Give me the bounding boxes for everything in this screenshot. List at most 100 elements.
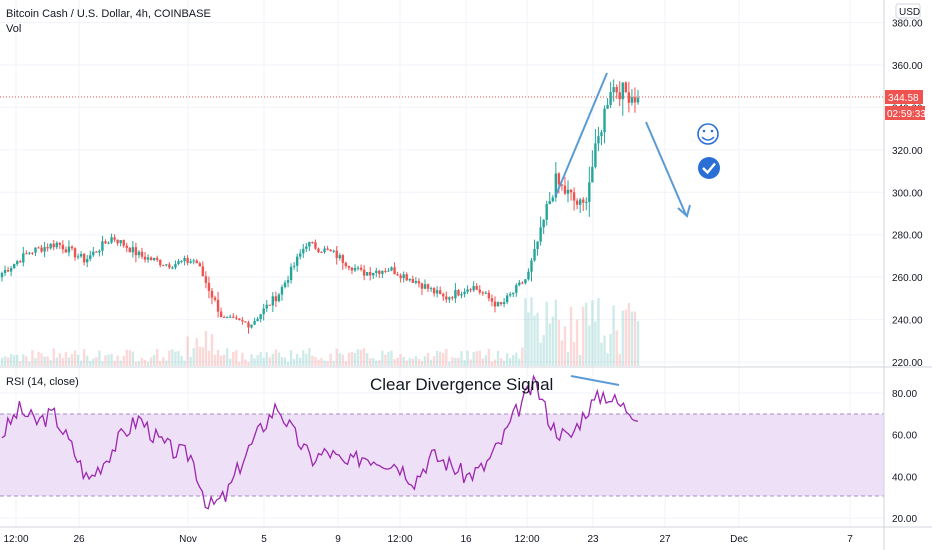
volume-label: Vol (6, 23, 21, 35)
volume-bar (192, 348, 195, 366)
volume-bar (423, 356, 427, 366)
volume-bar (411, 358, 415, 366)
candle-body (323, 248, 326, 253)
candle-body (55, 242, 58, 248)
rsi-band (0, 414, 884, 496)
candle-body (125, 245, 128, 248)
candle-body (104, 241, 107, 244)
volume-bar (539, 342, 542, 366)
candle-body (384, 270, 387, 272)
candle-body (621, 82, 624, 100)
volume-bar (262, 357, 265, 366)
candle-body (393, 267, 396, 275)
volume-bar (399, 354, 402, 366)
volume-bar (335, 348, 338, 366)
volume-bar (119, 360, 122, 366)
volume-bar (496, 350, 500, 366)
time-tick-label: 26 (73, 534, 85, 545)
candle-body (31, 252, 34, 254)
candle-body (207, 282, 211, 291)
candle-body (122, 240, 125, 246)
volume-bar (268, 357, 271, 366)
volume-bar (396, 357, 399, 366)
candle-body (219, 311, 223, 317)
volume-bar (481, 358, 485, 366)
candle-body (89, 255, 92, 259)
candle-body (140, 251, 144, 257)
volume-bar (560, 340, 564, 366)
volume-bar (603, 335, 606, 366)
volume-bar (204, 331, 208, 366)
rsi-axis[interactable]: 80.00 60.00 40.00 20.00 (892, 389, 917, 525)
candle-body (174, 264, 177, 268)
volume-bar (277, 352, 281, 366)
candle-body (235, 317, 238, 319)
candle-body (530, 260, 533, 272)
candle-body (308, 241, 311, 247)
volume-bar (292, 359, 296, 366)
candle-body (542, 219, 545, 228)
volume-bar (134, 361, 138, 366)
candle-body (454, 290, 457, 299)
candle-body (171, 267, 174, 269)
volume-bar (566, 351, 570, 366)
volume-bar (241, 352, 244, 366)
volume-bar (487, 348, 491, 366)
candle-body (162, 265, 165, 267)
candle-body (606, 104, 609, 109)
countdown-badge (885, 106, 925, 120)
candle-body (457, 290, 460, 296)
volume-bar (493, 359, 497, 366)
candle-body (481, 292, 485, 294)
volume-bar (116, 355, 119, 366)
volume-bar (201, 347, 205, 366)
volume-bar (320, 358, 323, 366)
volume-bar (545, 301, 548, 366)
volume-bar (225, 348, 229, 366)
divergence-line[interactable] (570, 375, 620, 386)
candle-body (591, 166, 594, 183)
volume-bar (52, 348, 55, 366)
volume-bar (621, 310, 624, 366)
candle-body (314, 242, 317, 249)
volume-bar (174, 351, 177, 366)
candle-body (277, 294, 281, 302)
candle-body (341, 255, 345, 263)
volume-bar (414, 356, 418, 366)
volume-bar (429, 359, 433, 366)
currency-button[interactable] (895, 3, 921, 19)
volume-bar (569, 306, 573, 366)
volume-bar (612, 305, 615, 366)
candle-body (73, 248, 77, 258)
projection-arrow[interactable] (645, 121, 687, 216)
price-axis[interactable]: 380.00360.00340.00320.00300.00280.00260.… (892, 19, 923, 369)
candle-body (478, 289, 481, 293)
candle-body (204, 276, 208, 283)
candle-body (143, 256, 147, 260)
volume-bar (353, 352, 357, 366)
time-tick-label: 5 (261, 534, 267, 545)
volume-bar (104, 355, 107, 366)
volume-bar (515, 352, 518, 366)
volume-bar (259, 352, 262, 366)
candle-body (597, 136, 600, 144)
time-axis[interactable]: 12:00 26 Nov 5 9 12:00 16 12:00 23 27 Dec 7 (3, 534, 853, 545)
candles[interactable] (0, 79, 640, 334)
candle-body (594, 143, 597, 167)
candle-body (335, 250, 338, 259)
candle-body (82, 253, 86, 263)
candle-body (609, 92, 612, 105)
volume-bar (238, 361, 241, 366)
trend-line-up[interactable] (555, 72, 608, 196)
volume-bar (609, 333, 612, 366)
candle-body (67, 246, 71, 253)
candle-body (189, 261, 192, 263)
price-tick-label: 300.00 (892, 188, 923, 199)
volume-bar (633, 311, 637, 366)
volume-bar (216, 349, 220, 366)
volume-bar (198, 346, 201, 366)
candle-body (19, 261, 22, 263)
volume-bar (235, 350, 238, 366)
divergence-annotation[interactable]: Clear Divergence Signal (370, 375, 553, 394)
